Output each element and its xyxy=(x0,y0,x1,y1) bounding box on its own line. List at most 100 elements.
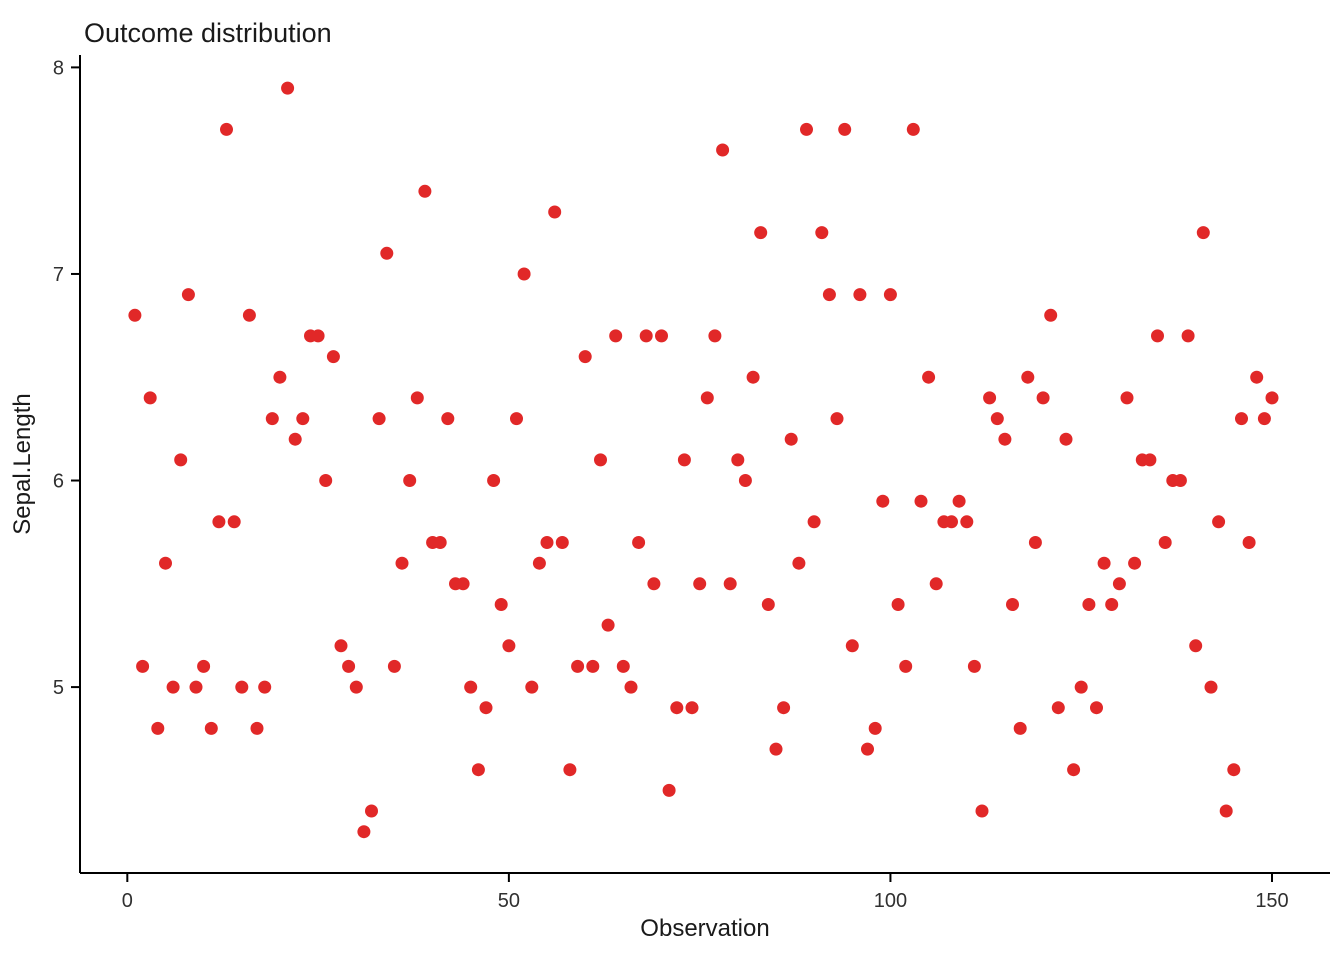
data-point xyxy=(952,494,966,508)
data-point xyxy=(822,288,836,302)
data-point xyxy=(1112,577,1126,591)
data-point xyxy=(754,226,768,240)
data-point xyxy=(136,659,150,673)
data-point xyxy=(166,680,180,694)
data-point xyxy=(967,659,981,673)
data-point xyxy=(372,412,386,426)
data-point xyxy=(792,556,806,570)
data-point xyxy=(906,122,920,136)
data-point xyxy=(838,122,852,136)
data-point xyxy=(891,598,905,611)
data-point xyxy=(1189,639,1203,653)
data-point xyxy=(1204,680,1218,694)
y-axis: 5 6 7 8 xyxy=(53,55,81,873)
data-point xyxy=(899,659,913,673)
data-point xyxy=(410,391,424,405)
data-point xyxy=(487,474,501,487)
data-point xyxy=(677,453,691,467)
data-point xyxy=(1090,701,1103,715)
y-axis-title: Sepal.Length xyxy=(9,393,36,534)
data-point xyxy=(296,412,310,426)
data-point xyxy=(1082,598,1096,611)
data-point xyxy=(349,680,363,694)
data-point xyxy=(807,515,821,529)
data-point xyxy=(1196,226,1210,240)
data-point xyxy=(494,598,508,611)
data-point xyxy=(1028,536,1042,549)
data-point xyxy=(1059,432,1073,446)
data-point xyxy=(922,370,936,384)
data-point xyxy=(227,515,241,529)
data-point xyxy=(777,701,791,715)
y-tick-label: 6 xyxy=(53,471,64,493)
data-point xyxy=(853,288,867,302)
data-point xyxy=(326,350,340,364)
data-point xyxy=(1250,370,1264,384)
data-point xyxy=(510,412,523,426)
data-point xyxy=(716,143,730,157)
data-point xyxy=(403,474,417,487)
data-point xyxy=(441,412,455,426)
data-point xyxy=(151,721,165,735)
data-point xyxy=(479,701,493,715)
data-point xyxy=(616,659,630,673)
data-point xyxy=(868,721,882,735)
data-point xyxy=(738,474,752,487)
data-point xyxy=(471,763,485,777)
data-point xyxy=(235,680,249,694)
data-point xyxy=(281,81,295,95)
data-point xyxy=(548,205,562,219)
x-tick-label: 100 xyxy=(874,890,907,912)
data-point xyxy=(387,659,401,673)
data-point xyxy=(662,783,676,797)
data-point xyxy=(1036,391,1050,405)
data-point xyxy=(1067,763,1081,777)
data-point xyxy=(464,680,478,694)
data-point xyxy=(1265,391,1279,405)
data-point xyxy=(1051,701,1065,715)
data-point xyxy=(609,329,623,343)
data-point xyxy=(830,412,844,426)
data-point xyxy=(1044,308,1058,322)
y-tick-label: 7 xyxy=(53,264,64,286)
data-point xyxy=(1173,474,1187,487)
data-point xyxy=(502,639,516,653)
x-tick-label: 0 xyxy=(122,890,133,912)
data-point xyxy=(761,598,775,611)
chart-title: Outcome distribution xyxy=(84,18,332,48)
data-point xyxy=(708,329,722,343)
data-point xyxy=(143,391,157,405)
data-point xyxy=(1021,370,1035,384)
data-point xyxy=(670,701,684,715)
data-point xyxy=(746,370,760,384)
data-point xyxy=(1181,329,1195,343)
data-point xyxy=(418,184,432,198)
plot-area xyxy=(128,81,1279,839)
data-point xyxy=(845,639,859,653)
data-point xyxy=(983,391,997,405)
data-point xyxy=(960,515,974,529)
data-point xyxy=(128,308,142,322)
data-point xyxy=(586,659,600,673)
data-point xyxy=(929,577,943,591)
data-point xyxy=(395,556,409,570)
data-point xyxy=(655,329,668,343)
data-point xyxy=(1235,412,1248,426)
x-tick-label: 150 xyxy=(1255,890,1288,912)
data-point xyxy=(998,432,1012,446)
data-point xyxy=(357,825,371,839)
data-point xyxy=(685,701,699,715)
data-point xyxy=(639,329,653,343)
data-point xyxy=(181,288,195,302)
data-point xyxy=(273,370,287,384)
data-point xyxy=(1105,598,1119,611)
data-point xyxy=(342,659,356,673)
data-point xyxy=(319,474,333,487)
data-point xyxy=(433,536,447,549)
data-point xyxy=(334,639,348,653)
data-point xyxy=(1219,804,1233,818)
data-point xyxy=(883,288,897,302)
data-point xyxy=(731,453,745,467)
data-point xyxy=(456,577,470,591)
